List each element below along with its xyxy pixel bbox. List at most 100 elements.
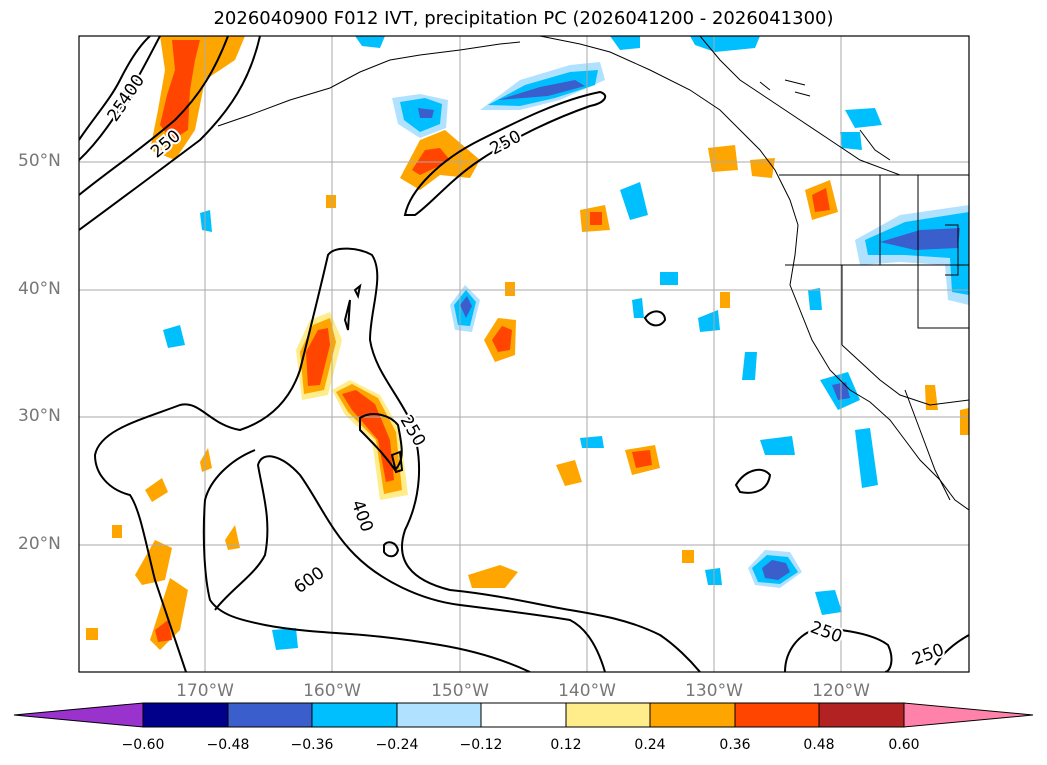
precip-blob: [418, 108, 434, 118]
lat-label: 30°N: [18, 406, 61, 426]
precip-blob: [880, 228, 960, 250]
colorbar: [13, 702, 1034, 728]
precip-blob: [590, 212, 602, 225]
precip-blob: [762, 560, 790, 580]
lat-label: 20°N: [18, 534, 61, 554]
colorbar-cell: [311, 702, 398, 728]
precip-blob: [698, 310, 720, 332]
colorbar-tick-label: 0.36: [719, 737, 751, 753]
colorbar-overflow-arrow: [903, 702, 1034, 728]
precip-blob: [225, 525, 240, 550]
colorbar-cell: [480, 702, 567, 728]
map-frame: [78, 35, 970, 673]
colorbar-tick-label: 0.12: [550, 737, 582, 753]
contour-label: 600: [290, 563, 328, 598]
contour-label: 250: [487, 127, 525, 160]
ivt-contour: [93, 247, 701, 672]
ivt-contour: [79, 36, 261, 231]
precip-blob: [845, 108, 882, 128]
ivt-contour: [383, 541, 400, 558]
colorbar-cell: [142, 702, 229, 728]
precip-blob: [925, 385, 938, 410]
colorbar-cell: [818, 702, 905, 728]
colorbar-tick-label: −0.24: [375, 737, 419, 753]
precip-blob: [86, 628, 98, 640]
precip-blob: [855, 428, 878, 488]
precip-blob: [468, 565, 518, 588]
precip-blob: [960, 408, 969, 435]
precip-blob: [200, 210, 212, 232]
lon-label: 140°W: [558, 681, 616, 701]
contour-labels: 250 400 250 250 250 400 600 250 250: [102, 69, 949, 672]
precip-blob: [632, 450, 652, 468]
ivt-contour: [79, 36, 151, 141]
lat-label: 50°N: [18, 151, 61, 171]
precip-blob: [505, 282, 515, 296]
ivt-contour: [934, 634, 969, 666]
ivt-contour: [202, 449, 531, 672]
precip-blob: [306, 328, 330, 386]
contour-label: 250: [807, 617, 844, 647]
ivt-contours: [79, 36, 969, 672]
graticule: [79, 36, 969, 672]
colorbar-underflow-arrow: [13, 702, 144, 728]
precip-blob: [750, 158, 775, 178]
precip-blob: [708, 145, 738, 172]
ivt-contour: [353, 283, 362, 300]
precip-blob: [460, 296, 472, 318]
ivt-contour: [343, 299, 351, 331]
precip-blob: [682, 550, 694, 563]
precip-blob: [145, 478, 168, 502]
lat-label: 40°N: [18, 279, 61, 299]
colorbar-tick-label: 0.48: [803, 737, 835, 753]
precip-blob: [492, 326, 512, 352]
ivt-contour: [79, 36, 229, 196]
precip-blob: [610, 36, 640, 50]
ivt-contour: [643, 310, 667, 327]
lon-label: 150°W: [431, 681, 489, 701]
precip-blob: [812, 188, 830, 212]
precip-blob: [326, 195, 336, 208]
precip-blob: [760, 436, 795, 455]
ivt-contour: [359, 413, 403, 472]
colorbar-cell: [227, 702, 313, 728]
lon-label: 170°W: [176, 681, 234, 701]
ivt-contour: [734, 468, 772, 494]
precip-blob: [620, 182, 648, 220]
colorbar-tick-label: 0.60: [888, 737, 920, 753]
colorbar-cell: [396, 702, 482, 728]
precip-blob: [660, 272, 678, 285]
ivt-contour: [79, 36, 161, 161]
colorbar-cell: [649, 702, 736, 728]
colorbar-tick-label: −0.60: [121, 737, 165, 753]
colorbar-tick-label: −0.36: [290, 737, 334, 753]
precip-blob: [840, 132, 862, 150]
lon-label: 160°W: [303, 681, 361, 701]
precip-blob: [815, 590, 842, 615]
colorbar-tick-label: −0.12: [459, 737, 503, 753]
colorbar-tick-label: −0.48: [206, 737, 250, 753]
precip-blob: [155, 620, 172, 642]
precip-blob: [135, 540, 172, 585]
precip-blob: [272, 628, 298, 650]
coastlines: [217, 36, 969, 511]
colorbar-cell: [734, 702, 820, 728]
precip-blob: [355, 36, 385, 48]
colorbar-tick-label: 0.24: [634, 737, 666, 753]
precip-blob: [163, 325, 185, 348]
lon-label: 120°W: [812, 681, 870, 701]
ivt-contour: [784, 626, 893, 672]
precip-blob: [720, 292, 730, 308]
precip-blob: [342, 390, 394, 482]
precip-blob: [580, 436, 604, 448]
precip-blob: [498, 80, 585, 100]
lon-label: 130°W: [685, 681, 743, 701]
ivt-contour: [403, 90, 607, 216]
precip-blob: [808, 288, 822, 310]
precip-blob: [742, 352, 757, 380]
precip-blob: [112, 525, 122, 538]
precip-blob: [200, 448, 212, 472]
precip-blob: [865, 212, 969, 295]
ivt-contour: [214, 455, 606, 672]
